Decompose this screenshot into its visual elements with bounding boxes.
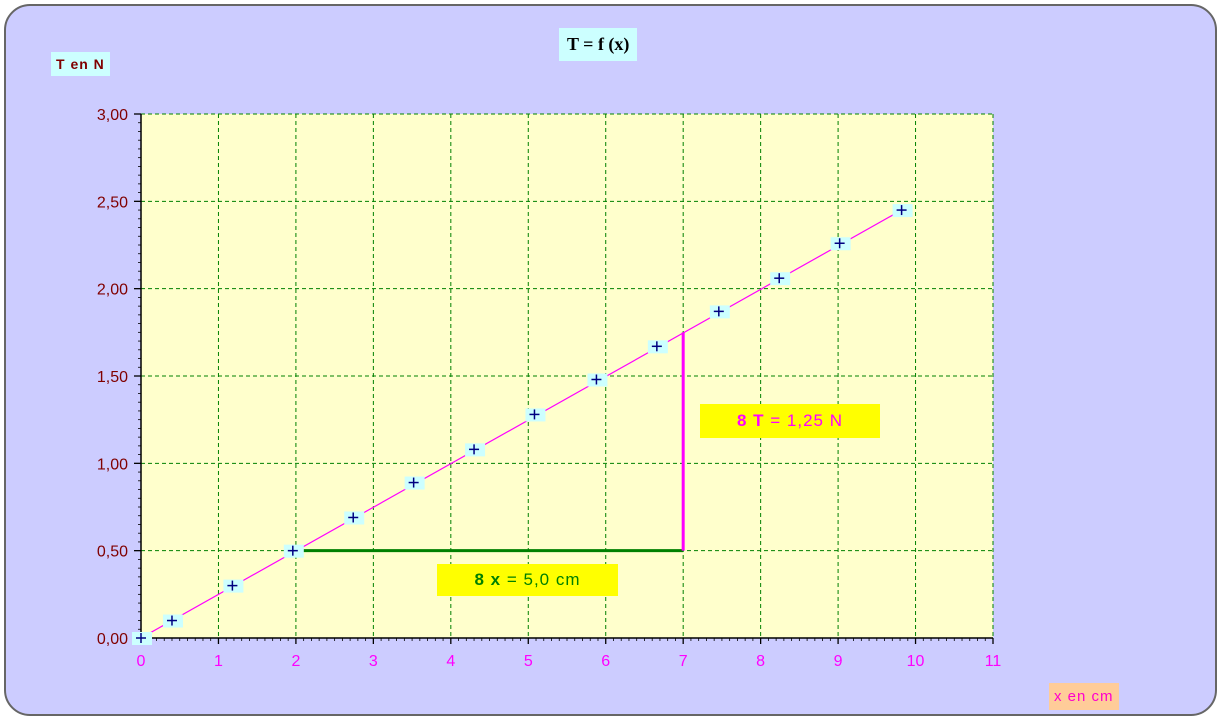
x-tick-label: 3 (369, 653, 378, 670)
chart-title: T = f (x) (559, 28, 638, 61)
data-point (344, 511, 365, 525)
annotation-lines (295, 332, 685, 553)
data-points (132, 204, 913, 645)
data-point (770, 272, 791, 286)
y-axis-label: T en N (51, 52, 110, 76)
delta-t-text: = 1,25 N (764, 411, 844, 430)
data-point (283, 544, 304, 558)
x-tick-label: 0 (137, 653, 146, 670)
data-point (465, 443, 486, 457)
data-point (525, 408, 546, 422)
x-tick-label: 2 (291, 653, 300, 670)
data-point (162, 614, 183, 628)
data-point (830, 237, 851, 251)
y-tick-label: 3,00 (97, 107, 128, 124)
y-tick-label: 2,50 (97, 194, 128, 211)
data-point (404, 476, 425, 490)
y-tick-label: 1,50 (97, 369, 128, 386)
data-point (223, 579, 244, 593)
x-tick-label: 9 (834, 653, 843, 670)
tick-labels: 0 1 2 3 4 5 6 7 8 9 10 11 0,00 0,50 1,00 1,50 2,00 2,50 3,… (97, 107, 1002, 670)
data-point (647, 340, 668, 354)
y-tick-label: 1,00 (97, 456, 128, 473)
data-point (132, 632, 152, 645)
x-tick-label: 8 (756, 653, 765, 670)
x-tick-label: 11 (985, 653, 1002, 670)
delta-t-annotation: 8 T = 1,25 N (700, 404, 880, 438)
x-tick-label: 1 (214, 653, 223, 670)
x-axis-label: x en cm (1049, 683, 1119, 710)
y-tick-label: 0,50 (97, 544, 128, 561)
data-point (892, 204, 913, 218)
delta-t-symbol: 8 T (736, 411, 765, 430)
delta-x-text: = 5,0 cm (501, 570, 581, 589)
x-tick-label: 10 (907, 653, 925, 670)
axes (134, 113, 994, 644)
data-point (587, 373, 608, 387)
y-tick-label: 2,00 (97, 282, 128, 299)
x-tick-label: 6 (601, 653, 610, 670)
y-tick-label: 0,00 (97, 631, 128, 648)
delta-x-symbol: 8 x (474, 570, 502, 589)
x-tick-label: 5 (524, 653, 533, 670)
data-point (709, 305, 730, 319)
x-tick-label: 7 (679, 653, 688, 670)
delta-x-annotation: 8 x = 5,0 cm (437, 564, 618, 596)
x-tick-label: 4 (446, 653, 455, 670)
